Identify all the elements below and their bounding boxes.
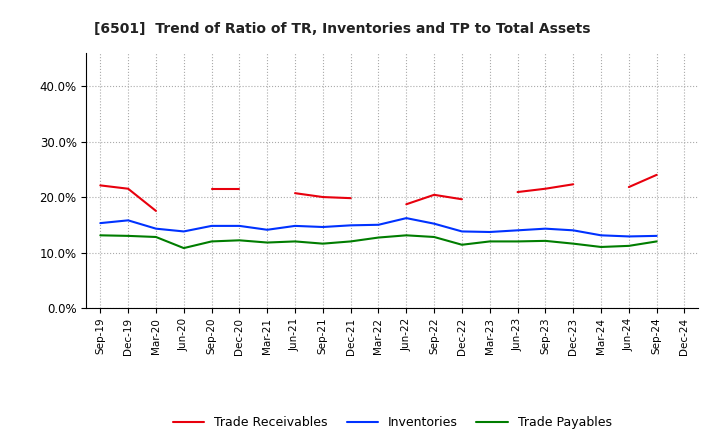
Inventories — [402, 216, 410, 221]
Trade Payables — [346, 239, 355, 244]
Inventories — [207, 223, 216, 228]
Trade Payables — [569, 241, 577, 246]
Inventories — [458, 229, 467, 234]
Inventories — [624, 234, 633, 239]
Inventories — [513, 227, 522, 233]
Inventories — [263, 227, 271, 232]
Trade Payables — [458, 242, 467, 247]
Trade Payables — [124, 233, 132, 238]
Trade Payables — [402, 233, 410, 238]
Line: Trade Receivables: Trade Receivables — [100, 185, 156, 211]
Inventories — [179, 229, 188, 234]
Line: Trade Payables: Trade Payables — [100, 235, 657, 248]
Inventories — [485, 229, 494, 235]
Inventories — [374, 222, 383, 227]
Trade Payables — [263, 240, 271, 245]
Text: [6501]  Trend of Ratio of TR, Inventories and TP to Total Assets: [6501] Trend of Ratio of TR, Inventories… — [94, 22, 590, 36]
Legend: Trade Receivables, Inventories, Trade Payables: Trade Receivables, Inventories, Trade Pa… — [168, 411, 617, 434]
Trade Payables — [541, 238, 550, 243]
Inventories — [152, 226, 161, 231]
Inventories — [291, 223, 300, 228]
Trade Payables — [291, 239, 300, 244]
Inventories — [569, 227, 577, 233]
Trade Payables — [597, 244, 606, 249]
Trade Receivables — [152, 208, 161, 213]
Trade Payables — [318, 241, 327, 246]
Inventories — [318, 224, 327, 230]
Inventories — [96, 220, 104, 226]
Inventories — [430, 221, 438, 226]
Trade Payables — [430, 235, 438, 240]
Trade Receivables — [96, 183, 104, 188]
Inventories — [235, 223, 243, 228]
Trade Payables — [652, 239, 661, 244]
Trade Receivables — [124, 186, 132, 191]
Trade Payables — [179, 246, 188, 251]
Inventories — [597, 233, 606, 238]
Trade Payables — [513, 239, 522, 244]
Inventories — [124, 218, 132, 223]
Trade Payables — [235, 238, 243, 243]
Trade Payables — [374, 235, 383, 240]
Inventories — [652, 233, 661, 238]
Trade Payables — [152, 235, 161, 240]
Trade Payables — [96, 233, 104, 238]
Inventories — [541, 226, 550, 231]
Trade Payables — [207, 239, 216, 244]
Trade Payables — [624, 243, 633, 249]
Line: Inventories: Inventories — [100, 218, 657, 236]
Trade Payables — [485, 239, 494, 244]
Inventories — [346, 223, 355, 228]
